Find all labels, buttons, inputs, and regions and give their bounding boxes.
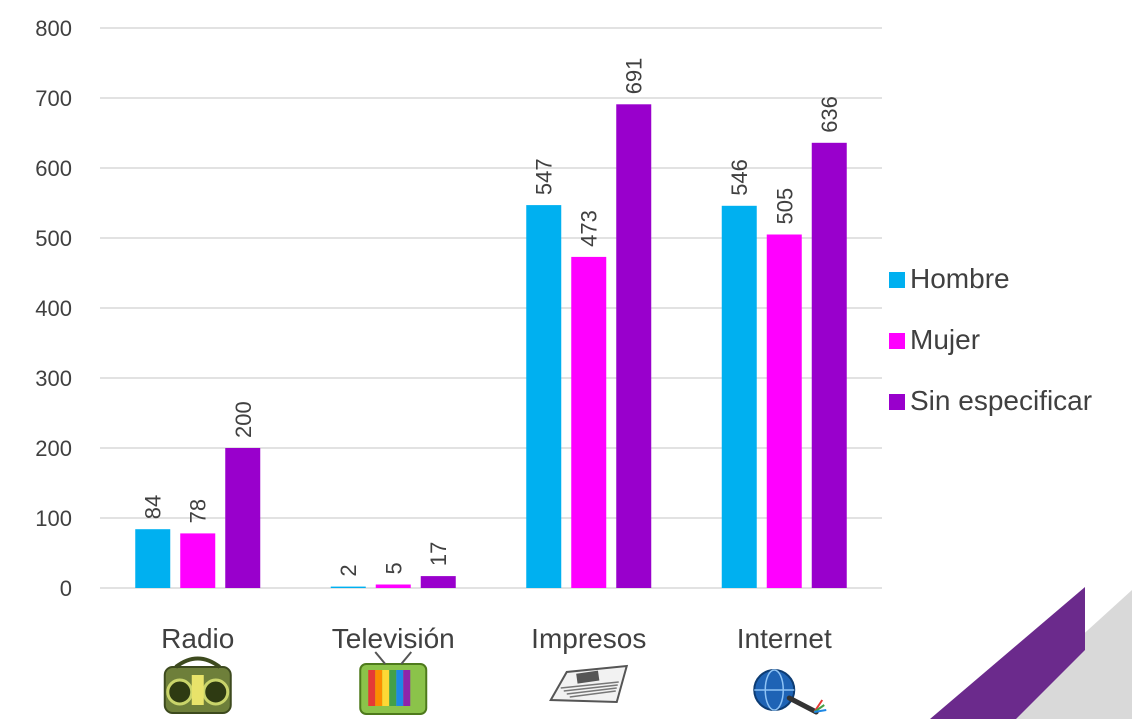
data-label: 636: [817, 96, 842, 133]
y-tick-label: 500: [35, 226, 72, 251]
data-label: 547: [532, 158, 557, 195]
category-label: Impresos: [531, 623, 646, 654]
data-labels: 84 78 200 2 5 17 547 473 691 546 505 636: [141, 58, 843, 577]
bar-hombre: [135, 529, 171, 588]
y-tick-label: 200: [35, 436, 72, 461]
color-television-icon: [359, 651, 428, 715]
bar-sin-especificar: [420, 576, 456, 588]
y-tick-label: 700: [35, 86, 72, 111]
data-label: 84: [141, 495, 166, 519]
y-tick-label: 300: [35, 366, 72, 391]
legend-swatch: [889, 394, 905, 410]
y-tick-label: 100: [35, 506, 72, 531]
legend-label: Mujer: [910, 324, 980, 355]
legend-swatch: [889, 272, 905, 288]
data-label: 473: [577, 210, 602, 247]
legend-item: Mujer: [889, 324, 980, 355]
bars: [135, 104, 847, 589]
data-label: 691: [622, 58, 647, 95]
legend-item: Sin especificar: [889, 385, 1092, 416]
newspaper-icon: [549, 664, 629, 704]
bar-sin-especificar: [616, 104, 652, 589]
y-tick-label: 0: [60, 576, 72, 601]
y-tick-label: 600: [35, 156, 72, 181]
category-icons: [163, 651, 827, 715]
bar-mujer: [375, 584, 411, 588]
bar-hombre: [330, 586, 366, 588]
bar-hombre: [721, 205, 757, 589]
y-tick-label: 400: [35, 296, 72, 321]
legend-label: Hombre: [910, 263, 1010, 294]
category-label: Internet: [737, 623, 832, 654]
data-label: 200: [231, 401, 256, 438]
y-axis-ticks: 0 100 200 300 400 500 600 700 800: [35, 16, 72, 601]
category-label: Televisión: [332, 623, 455, 654]
globe-network-cable-icon: [753, 669, 827, 715]
data-label: 78: [186, 499, 211, 523]
x-axis-categories: Radio Televisión Impresos Internet: [161, 623, 832, 654]
legend-label: Sin especificar: [910, 385, 1092, 416]
y-tick-label: 800: [35, 16, 72, 41]
category-label: Radio: [161, 623, 234, 654]
legend: Hombre Mujer Sin especificar: [889, 263, 1092, 416]
boombox-radio-icon: [163, 656, 232, 714]
data-label: 546: [727, 159, 752, 196]
data-label: 5: [381, 562, 406, 574]
bar-mujer: [571, 256, 607, 588]
corner-decoration: [930, 587, 1132, 719]
bar-mujer: [180, 533, 216, 588]
data-label: 17: [426, 542, 451, 566]
legend-swatch: [889, 333, 905, 349]
bar-sin-especificar: [811, 142, 847, 589]
legend-item: Hombre: [889, 263, 1010, 294]
bar-mujer: [766, 234, 802, 588]
gridlines: [100, 27, 882, 589]
data-label: 2: [336, 564, 361, 576]
corner-purple-stripe: [930, 587, 1085, 719]
bar-sin-especificar: [225, 448, 261, 588]
bar-hombre: [526, 205, 562, 588]
data-label: 505: [772, 188, 797, 225]
